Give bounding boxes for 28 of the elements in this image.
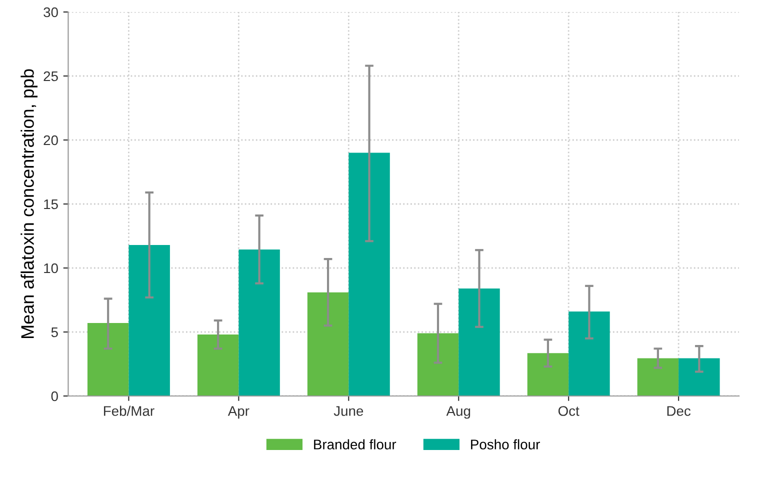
x-tick-label: Dec	[667, 406, 691, 416]
y-tick-label: 5	[51, 327, 58, 338]
bar	[307, 292, 349, 396]
legend-label: Posho flour	[471, 439, 540, 450]
y-tick-label: 10	[44, 263, 58, 274]
x-tick-label: Aug	[446, 406, 470, 419]
y-tick-label: 15	[44, 199, 58, 210]
bar	[128, 244, 170, 396]
x-tick-label: Oct	[558, 406, 580, 416]
bar	[197, 334, 239, 396]
bar	[568, 312, 610, 396]
bar	[417, 333, 459, 396]
y-tick-label: 30	[44, 7, 58, 18]
bar	[458, 288, 500, 396]
x-tick-label: Apr	[228, 406, 250, 419]
bar	[238, 249, 280, 396]
bar	[348, 152, 390, 396]
x-tick-label: Feb/Mar	[104, 406, 154, 416]
bar	[637, 358, 679, 396]
bar	[87, 323, 129, 396]
y-axis-title: Mean aflatoxin concentration, ppb	[20, 69, 38, 338]
legend-label: Branded flour	[314, 439, 396, 450]
bar	[527, 353, 569, 396]
x-tick-label: June	[334, 406, 364, 416]
y-tick-label: 25	[44, 71, 58, 82]
y-tick-label: 0	[51, 391, 58, 402]
bar	[678, 358, 720, 396]
y-tick-label: 20	[44, 135, 58, 146]
